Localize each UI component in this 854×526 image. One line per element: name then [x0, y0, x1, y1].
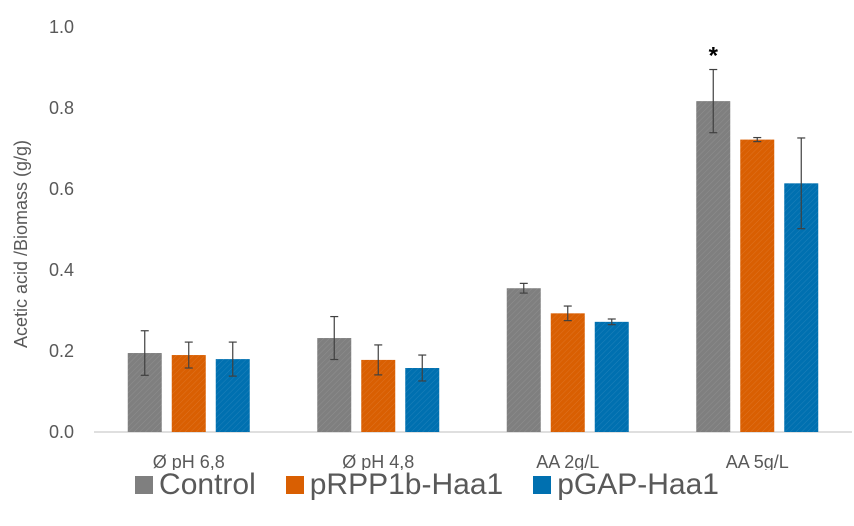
y-tick-label: 0.6 — [49, 179, 74, 199]
legend-item: pGAP-Haa1 — [533, 468, 719, 502]
y-tick-label: 1.0 — [49, 17, 74, 37]
error-bar — [753, 136, 762, 143]
error-bar — [184, 341, 193, 369]
error-bar — [563, 305, 572, 322]
bar — [594, 321, 629, 432]
error-bar — [519, 282, 528, 294]
y-tick-label: 0.8 — [49, 98, 74, 118]
error-bar — [418, 354, 427, 382]
error-bar — [607, 318, 616, 326]
y-axis-title: Acetic acid /Biomass (g/g) — [11, 140, 31, 348]
legend-item: Control — [135, 468, 256, 502]
error-bar — [797, 137, 806, 230]
x-tick-label: Ø pH 4,8 — [342, 452, 414, 470]
legend: Control pRPP1b-Haa1 pGAP-Haa1 — [0, 468, 854, 502]
legend-swatch — [285, 476, 304, 494]
y-tick-label: 0.4 — [49, 260, 74, 280]
legend-label: pGAP-Haa1 — [557, 468, 719, 501]
error-bar — [228, 341, 237, 377]
legend-item: pRPP1b-Haa1 — [285, 468, 504, 502]
legend-label: Control — [159, 468, 256, 501]
y-tick-label: 0.2 — [49, 341, 74, 361]
bar-chart: Acetic acid /Biomass (g/g) 0.0 0.2 0.4 0.6 0… — [11, 17, 852, 470]
bar — [696, 101, 731, 433]
x-tick-label: AA 2g/L — [536, 452, 599, 470]
x-tick-label: Ø pH 6,8 — [153, 452, 225, 470]
error-bar — [330, 315, 339, 361]
bar — [740, 139, 775, 432]
bar — [506, 288, 541, 432]
bar — [550, 313, 585, 432]
legend-swatch — [533, 476, 552, 494]
significance-marker: * — [709, 43, 719, 70]
x-tick-label: AA 5g/L — [726, 452, 789, 470]
error-bar — [374, 344, 383, 376]
y-tick-label: 0.0 — [49, 422, 74, 442]
error-bar — [140, 330, 149, 376]
legend-swatch — [135, 476, 154, 494]
legend-label: pRPP1b-Haa1 — [309, 468, 504, 501]
error-bar — [709, 68, 718, 134]
